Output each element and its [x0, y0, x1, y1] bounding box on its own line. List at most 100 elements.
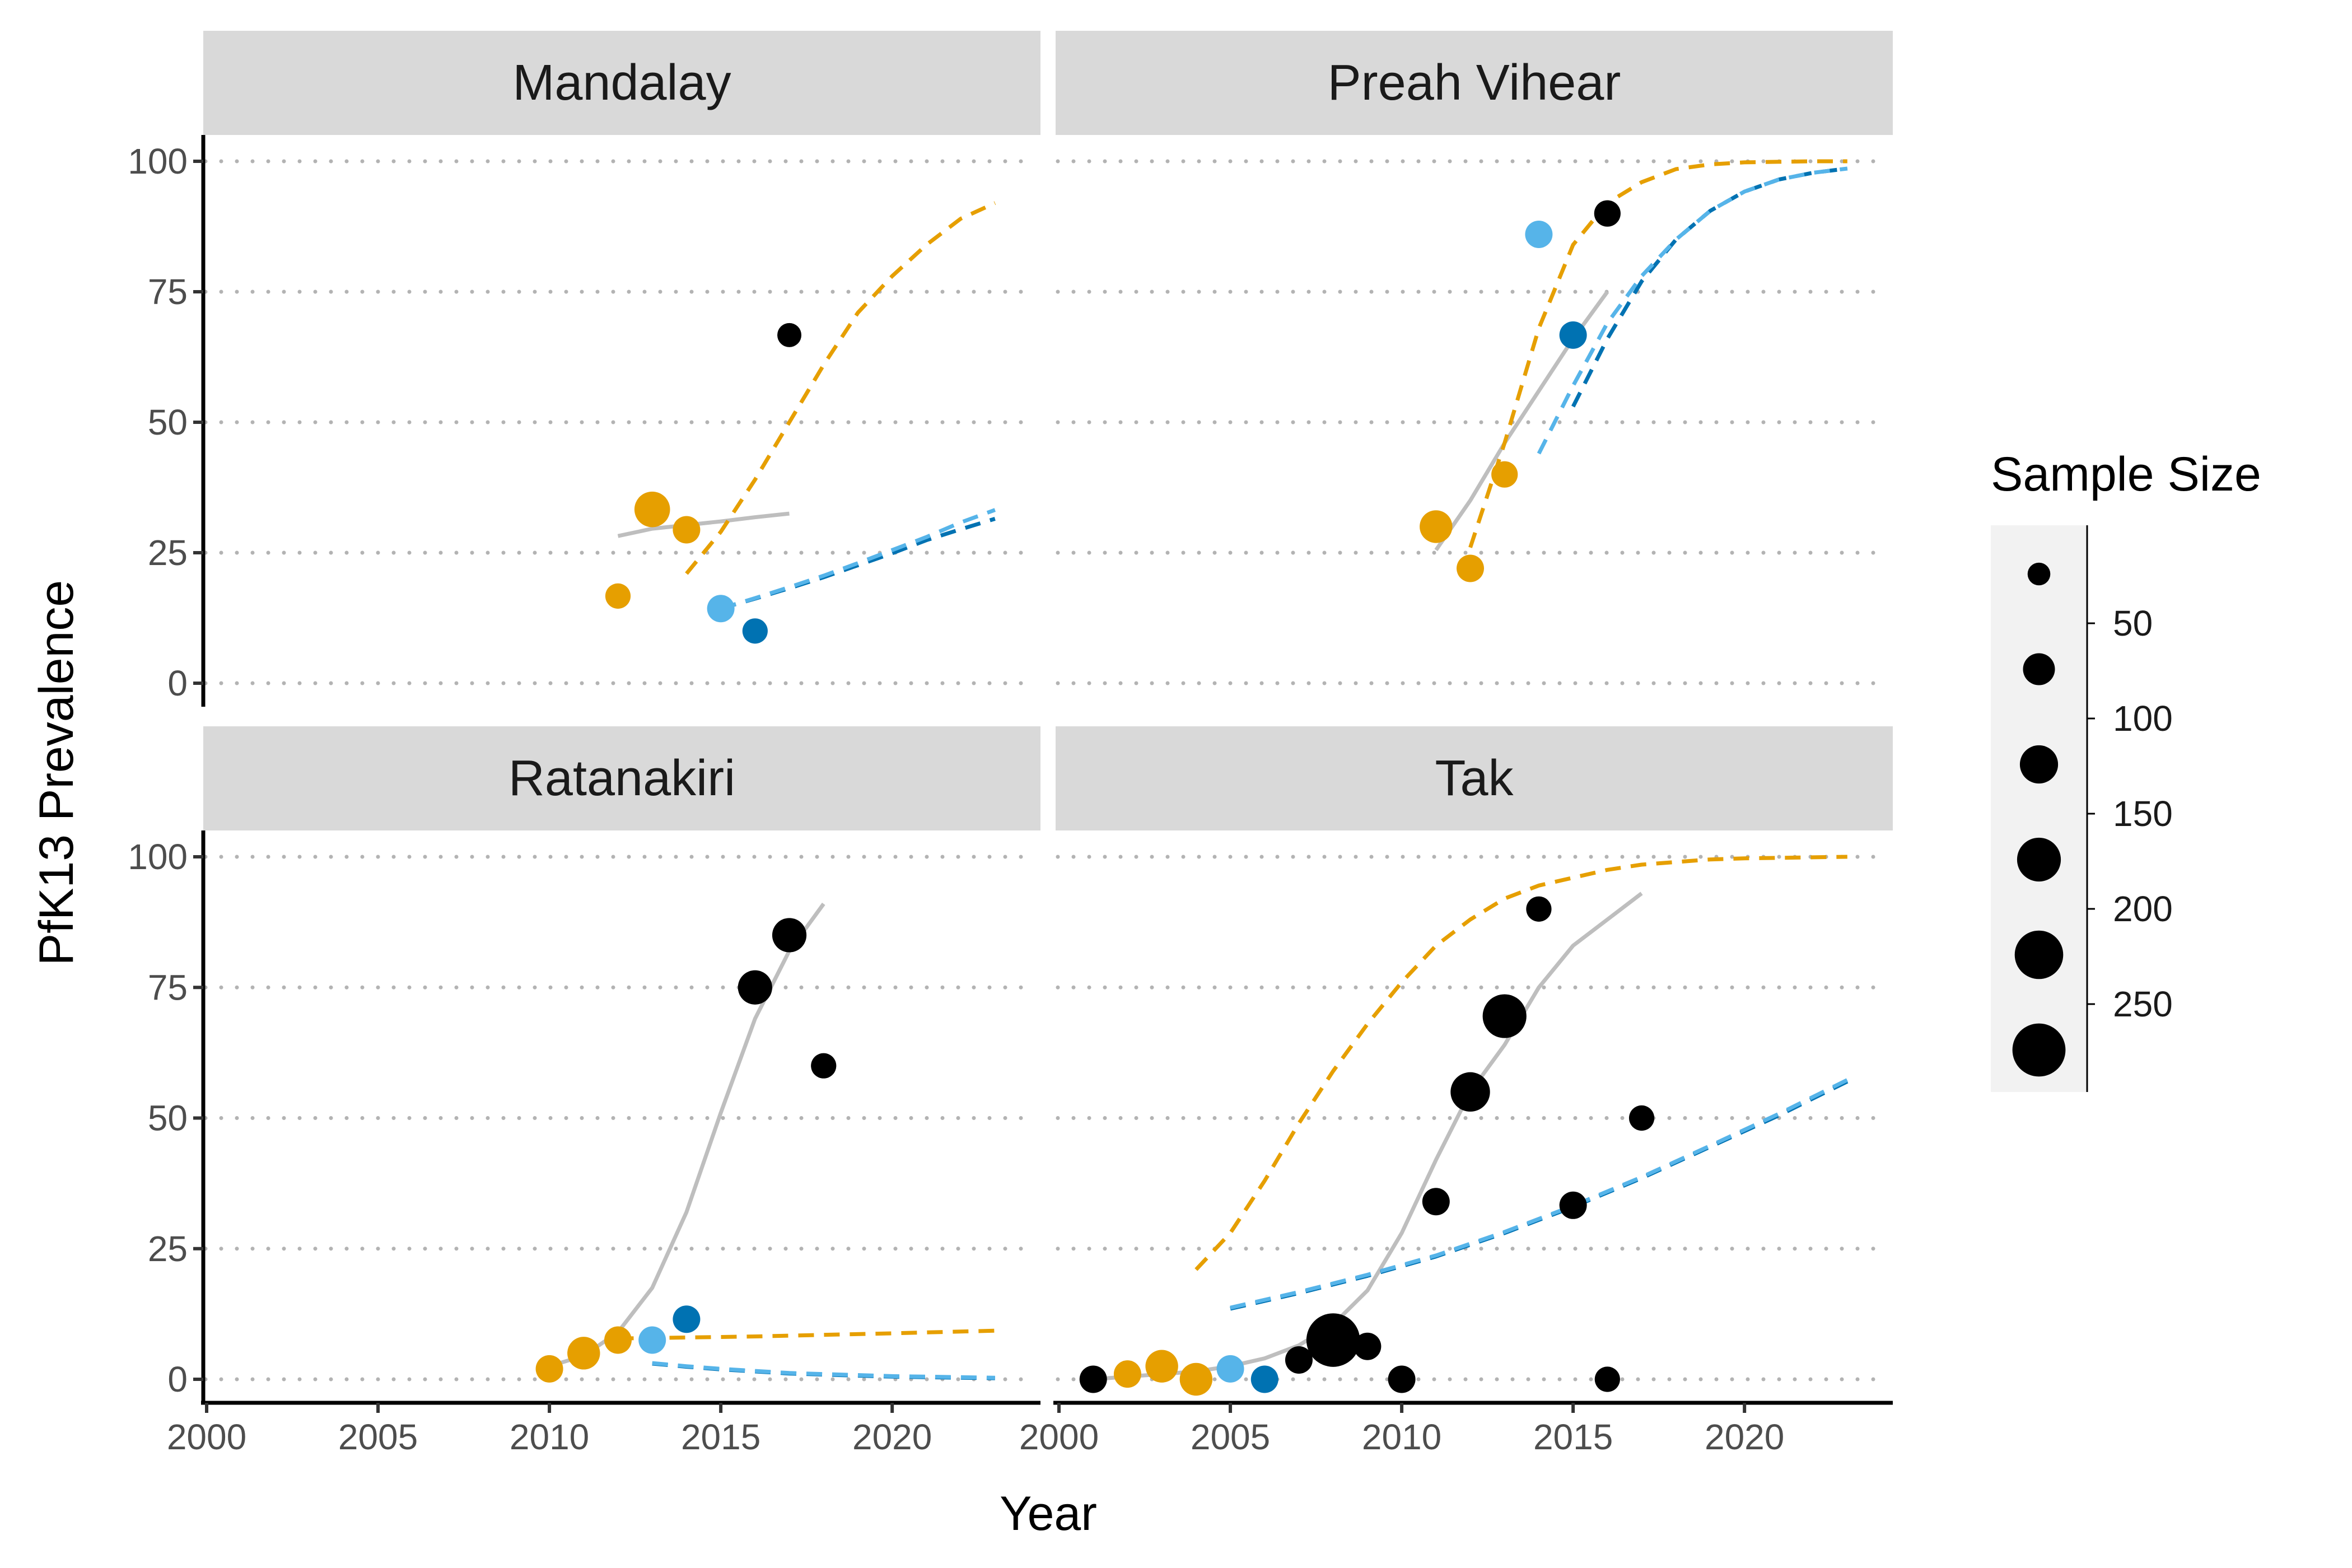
point-tak-2006: [1250, 1365, 1278, 1393]
y-tick-label: 50: [148, 1098, 188, 1138]
point-tak-2009: [1354, 1332, 1382, 1360]
point-tak-2005: [1216, 1355, 1244, 1383]
legend-size-key: [2017, 837, 2061, 882]
y-tick-label: 25: [148, 1229, 188, 1269]
y-tick-label: 100: [128, 837, 188, 877]
point-tak-2008: [1306, 1313, 1360, 1367]
y-axis-title: PfK13 Prevalence: [30, 580, 83, 965]
trend-line-tak-grey: [1093, 892, 1643, 1382]
strip-tak: [1056, 726, 1893, 830]
panel-ratanakiri: Ratanakiri: [203, 726, 1040, 1383]
y-tick-label: 100: [128, 141, 188, 181]
legend-size-key: [2019, 745, 2059, 784]
point-ratanakiri-2010: [535, 1355, 563, 1383]
y-tick-label: 75: [148, 967, 188, 1007]
x-tick-label: 2020: [1705, 1417, 1784, 1457]
point-tak-2001: [1079, 1365, 1107, 1393]
point-ratanakiri-2012: [604, 1326, 632, 1354]
point-tak-2004: [1179, 1362, 1213, 1396]
legend-break-label: 200: [2113, 889, 2173, 929]
trend-line-mandalay-lightblue: [720, 508, 996, 611]
trend-line-tak-orange: [1194, 855, 1847, 1271]
point-tak-2007: [1285, 1346, 1313, 1374]
trend-line-ratanakiri-orange: [618, 1328, 995, 1341]
point-mandalay-2016: [742, 618, 768, 644]
point-preah-vihear-2011: [1420, 510, 1453, 543]
legend-break-label: 50: [2113, 603, 2153, 643]
legend-break-label: 150: [2113, 794, 2173, 834]
legend-size-key: [2014, 930, 2064, 979]
x-tick-label: 2015: [681, 1417, 760, 1457]
point-tak-2013: [1482, 994, 1527, 1038]
x-tick-label: 2005: [338, 1417, 418, 1457]
x-tick-label: 2020: [852, 1417, 932, 1457]
axes: 0 25 50 75 100 0 25 50 75 100 2000 2005 2010 2015 2020…: [128, 135, 1893, 1457]
point-preah-vihear-2012: [1457, 554, 1484, 582]
point-mandalay-2013: [634, 491, 670, 528]
point-ratanakiri-2014: [673, 1305, 701, 1333]
panel-mandalay: Mandalay: [203, 31, 1040, 685]
y-tick-label: 25: [148, 533, 188, 573]
point-mandalay-2012: [605, 583, 631, 609]
strip-label-mandalay: Mandalay: [512, 55, 731, 111]
point-mandalay-2015: [707, 595, 735, 623]
point-mandalay-2017: [777, 323, 802, 347]
point-tak-2012: [1450, 1072, 1490, 1112]
trend-line-mandalay-orange: [685, 201, 996, 575]
point-preah-vihear-2016: [1594, 200, 1621, 227]
point-tak-2017: [1628, 1105, 1655, 1131]
point-tak-2015: [1559, 1191, 1587, 1219]
x-tick-label: 2010: [510, 1417, 589, 1457]
legend-size-key: [2012, 1023, 2066, 1077]
trend-line-mandalay-darkblue: [720, 517, 996, 611]
trend-line-ratanakiri-grey: [549, 902, 825, 1369]
trend-line-preah-vihear-lightblue: [1537, 166, 1848, 455]
trend-line-mandalay-grey: [617, 511, 790, 538]
x-tick-label: 2010: [1362, 1417, 1441, 1457]
strip-ratanakiri: [203, 726, 1040, 830]
point-ratanakiri-2017: [772, 918, 807, 953]
point-preah-vihear-2013: [1491, 461, 1518, 488]
point-tak-2002: [1113, 1360, 1141, 1388]
point-tak-2010: [1388, 1365, 1416, 1393]
point-tak-2003: [1145, 1350, 1178, 1383]
legend: Sample Size 50 100 150 200 250: [1991, 447, 2261, 1092]
trend-line-preah-vihear-orange: [1468, 159, 1847, 548]
strip-preah-vihear: [1056, 31, 1893, 135]
y-tick-label: 75: [148, 272, 188, 312]
legend-title: Sample Size: [1991, 447, 2261, 501]
point-preah-vihear-2015: [1559, 321, 1587, 349]
point-preah-vihear-2014: [1525, 220, 1553, 248]
x-tick-label: 2000: [167, 1417, 246, 1457]
y-tick-label: 0: [167, 663, 188, 703]
point-tak-2016: [1594, 1366, 1620, 1392]
point-tak-2011: [1422, 1188, 1450, 1216]
strip-label-preah-vihear: Preah Vihear: [1328, 55, 1621, 111]
legend-break-label: 250: [2113, 984, 2173, 1024]
strip-label-ratanakiri: Ratanakiri: [508, 750, 735, 806]
y-tick-label: 0: [167, 1359, 188, 1399]
panel-tak: Tak: [1056, 726, 1893, 1396]
point-ratanakiri-2013: [638, 1326, 666, 1354]
legend-break-label: 100: [2113, 698, 2173, 739]
legend-key-background: [1991, 525, 2087, 1092]
x-tick-label: 2000: [1019, 1417, 1099, 1457]
trend-line-tak-lightblue: [1230, 1078, 1849, 1310]
point-tak-2014: [1526, 896, 1552, 922]
panel-preah-vihear: Preah Vihear: [1056, 31, 1893, 685]
strip-label-tak: Tak: [1435, 750, 1514, 806]
legend-size-key: [2023, 653, 2055, 685]
x-axis-title: Year: [1000, 1487, 1097, 1541]
y-tick-label: 50: [148, 402, 188, 442]
point-ratanakiri-2011: [567, 1337, 600, 1370]
strip-mandalay: [203, 31, 1040, 135]
point-ratanakiri-2016: [738, 970, 772, 1005]
point-mandalay-2014: [673, 516, 701, 544]
x-tick-label: 2015: [1533, 1417, 1613, 1457]
trend-line-ratanakiri-lightblue: [652, 1361, 995, 1380]
legend-size-key: [2027, 562, 2051, 586]
point-ratanakiri-2018: [811, 1053, 837, 1079]
x-tick-label: 2005: [1191, 1417, 1270, 1457]
trend-line-tak-darkblue: [1230, 1080, 1849, 1311]
